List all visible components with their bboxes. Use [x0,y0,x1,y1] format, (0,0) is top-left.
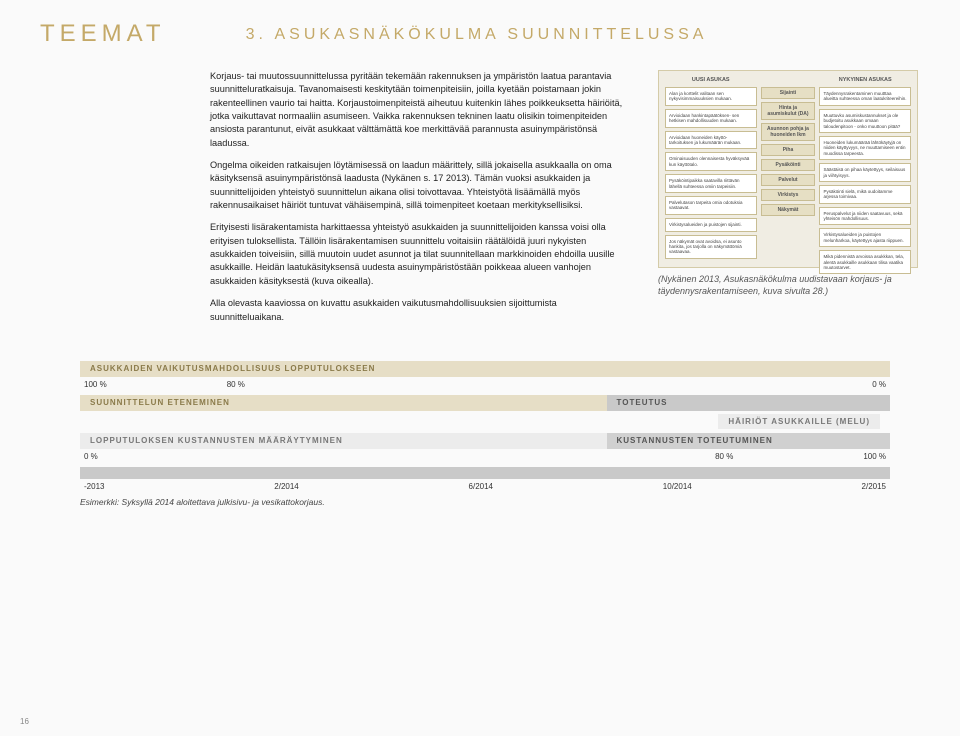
date: 6/2014 [469,482,493,491]
diagram-cell: Pysäköintipaikka saatavilla riittävän lä… [665,174,757,193]
diagram-cell: Arvioidaan hankintapäätöksen- sen hetkis… [665,109,757,128]
diagram-right-col: NYKYINEN ASUKAS Täydennysrakentaminen mu… [819,77,911,261]
diagram-tag: Piha [761,144,816,156]
diagram-cell: Virkistysalueiden ja puistojen sijainti. [665,218,757,232]
date-row: -2013 2/2014 6/2014 10/2014 2/2015 [80,482,890,491]
bar-cost-actual: KUSTANNUSTEN TOTEUTUMINEN [607,433,891,449]
paragraph: Ongelma oikeiden ratkaisujen löytämisess… [210,159,630,212]
diagram-tag: Sijainti [761,87,816,99]
diagram-tag: Palvelut [761,174,816,186]
diagram-cell: Säästäisä on pihaa käytettyys, seilaisuu… [819,163,911,182]
diagram-cell: Jos näkymät ovat avoidsa, ei asunto hank… [665,235,757,259]
diagram-tag: Asunnon pohja ja huoneiden lkm [761,123,816,141]
diagram-mid-col: Sijainti Hinta ja asumiskulut (DA) Asunn… [761,77,816,261]
bar-cost: LOPPUTULOKSEN KUSTANNUSTEN MÄÄRÄYTYMINEN… [80,433,890,449]
date: -2013 [84,482,104,491]
bar-influence: ASUKKAIDEN VAIKUTUSMAHDOLLISUUS LOPPUTUL… [80,361,890,377]
diagram-cell: Alan ja korttelit valitaan sen nykyvisim… [665,87,757,106]
paragraph: Alla olevasta kaaviossa on kuvattu asukk… [210,297,630,324]
figure-column: UUSI ASUKAS Alan ja korttelit valitaan s… [658,70,918,333]
section-number: 3. [246,26,267,43]
paragraph: Erityisesti lisärakentamista harkittaess… [210,221,630,288]
diagram-cell: Virkistysalueiden ja puistojen melunhark… [819,228,911,247]
pct: 100 % [84,380,107,389]
header: TEEMAT 3. ASUKASNÄKÖKULMA SUUNNITTELUSSA [40,20,920,48]
section-title: 3. ASUKASNÄKÖKULMA SUUNNITTELUSSA [246,26,708,48]
diagram-cell: Huoneiden lukumäärää lähtökäytyjä on nii… [819,136,911,160]
bar-noise: HÄIRIÖT ASUKKAILLE (MELU) [80,414,890,430]
pct: 80 % [227,380,245,389]
diagram-cell: Palvelutason tarpeita omia odotuksia vas… [665,196,757,215]
page: TEEMAT 3. ASUKASNÄKÖKULMA SUUNNITTELUSSA… [40,20,920,507]
date: 2/2014 [274,482,298,491]
diagram-left-head: UUSI ASUKAS [665,77,757,83]
pct: 80 % [715,452,733,461]
bar-cost-def: LOPPUTULOKSEN KUSTANNUSTEN MÄÄRÄYTYMINEN [80,433,607,449]
diagram-cell: Peruspalvelut ja niiden saatavuus, sekä … [819,207,911,226]
diagram-tag: Hinta ja asumiskulut (DA) [761,102,816,120]
diagram-tag: Näkymät [761,204,816,216]
pct: 0 % [872,380,886,389]
page-number: 16 [20,717,29,726]
pct: 100 % [863,452,886,461]
content-row: Korjaus- tai muutossuunnittelussa pyritä… [40,70,920,333]
bar-noise-label: HÄIRIÖT ASUKKAILLE (MELU) [718,414,880,429]
diagram-right-head: NYKYINEN ASUKAS [819,77,911,83]
date: 10/2014 [663,482,692,491]
pct-row-top: 100 % 80 % 0 % [80,380,890,389]
spacer [761,77,816,83]
brand-title: TEEMAT [40,20,166,48]
bar-dates-bg [80,467,890,479]
diagram-cell: Pysäköinti sielä, mikä oudoitamme arjess… [819,185,911,204]
bar-execution: TOTEUTUS [607,395,891,411]
pct: 0 % [84,452,98,461]
diagram-cell: Arvioidaan huoneiden käyttö- tarkoitukse… [665,131,757,150]
diagram-left-col: UUSI ASUKAS Alan ja korttelit valitaan s… [665,77,757,261]
diagram-cell: Muuttuvko asumiskustannukset ja ole budj… [819,109,911,133]
comparison-diagram: UUSI ASUKAS Alan ja korttelit valitaan s… [658,70,918,268]
body-text: Korjaus- tai muutossuunnittelussa pyritä… [210,70,630,333]
diagram-cell: Ominaisuuden olennaisesta hyväksyvää kun… [665,152,757,171]
date: 2/2015 [862,482,886,491]
diagram-cell: Täydennysrakentaminen muutttaa alueitta … [819,87,911,106]
pct-row-bottom: 0 % 80 % 100 % [80,452,890,461]
bar-label: ASUKKAIDEN VAIKUTUSMAHDOLLISUUS LOPPUTUL… [90,364,375,373]
diagram-tag: Pysäköinti [761,159,816,171]
timeline: ASUKKAIDEN VAIKUTUSMAHDOLLISUUS LOPPUTUL… [80,361,890,507]
example-text: Esimerkki: Syksyllä 2014 aloitettava jul… [80,497,890,507]
diagram-tag: Virkistys [761,189,816,201]
section-name: ASUKASNÄKÖKULMA SUUNNITTELUSSA [274,26,707,43]
paragraph: Korjaus- tai muutossuunnittelussa pyritä… [210,70,630,150]
diagram-cell: Mikä pidennistä arvoissa asukkkan, tela,… [819,250,911,274]
bar-planning-exec: SUUNNITTELUN ETENEMINEN TOTEUTUS [80,395,890,411]
bar-planning: SUUNNITTELUN ETENEMINEN [80,395,607,411]
figure-caption: (Nykänen 2013, Asukasnäkökulma uudistava… [658,274,918,297]
